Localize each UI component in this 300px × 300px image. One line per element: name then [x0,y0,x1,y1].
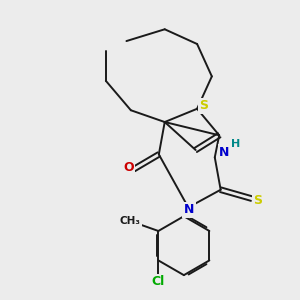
Text: CH₃: CH₃ [120,216,141,226]
Text: N: N [184,203,194,216]
Text: Cl: Cl [152,275,165,288]
Text: H: H [231,139,241,149]
Text: S: S [199,99,208,112]
Text: O: O [123,161,134,174]
Text: N: N [219,146,230,159]
Text: S: S [254,194,262,207]
